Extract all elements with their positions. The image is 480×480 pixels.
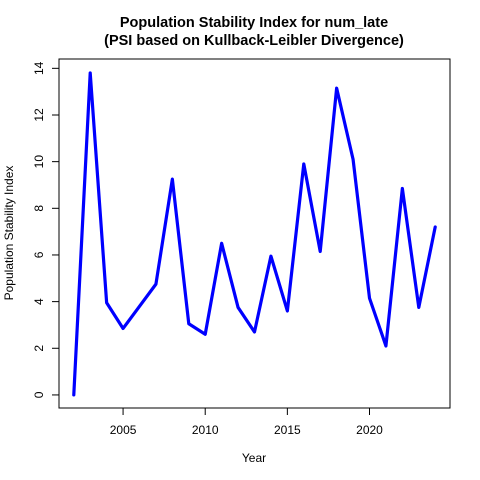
series-layer [72,71,437,397]
chart-subtitle: (PSI based on Kullback-Leibler Divergenc… [104,33,404,49]
x-tick-label: 2005 [110,423,137,437]
psi-series-line [72,71,437,397]
x-tick-label: 2010 [192,423,219,437]
x-tick-label: 2020 [356,423,383,437]
y-tick-label: 2 [32,345,46,352]
y-tick-label: 8 [32,205,46,212]
chart-title: Population Stability Index for num_late [120,15,388,31]
y-axis: 0 2 4 6 8 10 12 14 [32,61,60,398]
y-tick-label: 6 [32,251,46,258]
y-tick-label: 12 [32,108,46,122]
plot-frame [58,58,451,409]
y-tick-label: 10 [32,155,46,169]
y-tick-label: 4 [32,298,46,305]
x-axis-label: Year [242,451,266,465]
x-axis: 2005 2010 2015 2020 [110,407,383,437]
y-axis-label: Population Stability Index [2,166,16,301]
y-tick-label: 14 [32,61,46,75]
y-tick-label: 0 [32,391,46,398]
x-tick-label: 2015 [274,423,301,437]
